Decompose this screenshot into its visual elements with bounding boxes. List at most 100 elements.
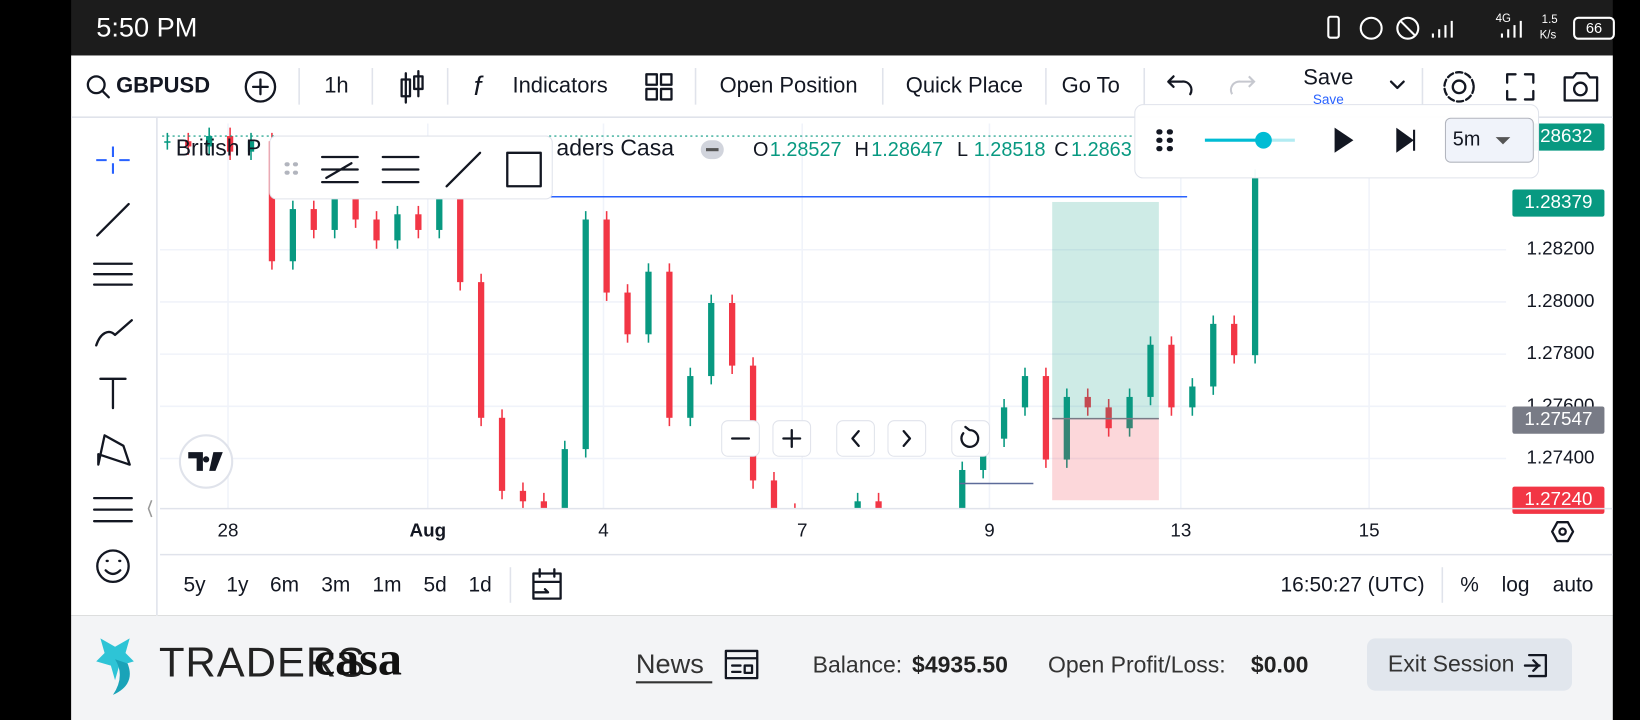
exit-session-label[interactable]: Exit Session bbox=[1388, 651, 1515, 677]
candle bbox=[1105, 407, 1112, 429]
balance-label: Balance: bbox=[813, 652, 902, 678]
exit-icon bbox=[1523, 653, 1548, 678]
position-loss-zone bbox=[1052, 418, 1159, 501]
candle bbox=[1231, 323, 1238, 356]
goto-date-button[interactable] bbox=[532, 568, 562, 600]
drag-handle[interactable] bbox=[284, 162, 299, 175]
pl-value: $0.00 bbox=[1251, 652, 1309, 678]
prediction-tool[interactable] bbox=[92, 496, 133, 523]
popup-panel bbox=[269, 135, 553, 200]
range-button[interactable]: 1d bbox=[468, 574, 491, 597]
candle bbox=[1210, 323, 1217, 387]
crosshair-tool[interactable] bbox=[96, 146, 130, 174]
range-button[interactable]: 1y bbox=[226, 574, 249, 597]
scale-option[interactable]: % bbox=[1460, 574, 1479, 597]
candle bbox=[540, 501, 548, 509]
news-link[interactable]: News bbox=[636, 648, 704, 679]
range-button[interactable]: 3m bbox=[321, 574, 350, 597]
popup-line-tool[interactable] bbox=[445, 151, 482, 188]
interval[interactable]: 1h bbox=[324, 73, 348, 98]
brand-logo: TRADERS casa bbox=[96, 633, 402, 695]
popup-rect-tool[interactable] bbox=[506, 151, 542, 188]
candle bbox=[708, 303, 715, 377]
search-icon bbox=[86, 75, 106, 95]
network-speed-unit: K/s bbox=[1540, 30, 1557, 42]
popup-tool[interactable] bbox=[320, 155, 359, 184]
icons-tool-face bbox=[104, 559, 122, 576]
candle bbox=[645, 271, 652, 335]
sidebar-collapse[interactable] bbox=[147, 499, 153, 518]
candle bbox=[289, 209, 296, 262]
network-speed: 1.5 bbox=[1542, 14, 1558, 26]
scroll-left[interactable] bbox=[836, 420, 875, 457]
replay-interval-box[interactable] bbox=[1444, 117, 1534, 163]
compare-button[interactable] bbox=[244, 71, 277, 103]
logo-mark bbox=[112, 659, 130, 695]
screenshot-button[interactable] bbox=[1563, 72, 1599, 102]
trendline-tool[interactable] bbox=[96, 202, 130, 237]
battery-level: 66 bbox=[1586, 21, 1602, 37]
replay-drag[interactable] bbox=[1156, 129, 1173, 152]
fib-tool[interactable] bbox=[92, 262, 133, 286]
layouts-button[interactable] bbox=[645, 73, 673, 101]
candle bbox=[854, 501, 861, 509]
settings-button[interactable] bbox=[1451, 79, 1467, 95]
candle bbox=[226, 136, 234, 152]
axis-settings[interactable] bbox=[1550, 521, 1575, 543]
candle bbox=[477, 282, 485, 418]
range-button[interactable]: 1m bbox=[372, 574, 401, 597]
replay-interval[interactable]: 5m bbox=[1453, 128, 1481, 150]
fullscreen-button[interactable] bbox=[1506, 73, 1535, 101]
chart-type-button[interactable] bbox=[400, 70, 424, 104]
candle bbox=[959, 469, 966, 509]
go-to-button[interactable]: Go To bbox=[1062, 73, 1120, 98]
candle bbox=[498, 417, 506, 491]
x-tick-label: 15 bbox=[1359, 520, 1380, 541]
symbol[interactable]: GBPUSD bbox=[116, 73, 210, 98]
range-button[interactable]: 6m bbox=[270, 574, 299, 597]
scale-option[interactable]: auto bbox=[1553, 574, 1594, 597]
candle bbox=[268, 141, 276, 262]
drawings bbox=[162, 135, 1188, 501]
quick-place-button[interactable]: Quick Place bbox=[906, 73, 1023, 98]
scale-option[interactable]: log bbox=[1502, 574, 1530, 597]
legend-title-start: British P bbox=[176, 135, 262, 161]
exit-session-button[interactable] bbox=[1367, 638, 1573, 691]
text-tool[interactable] bbox=[99, 377, 127, 410]
play-button[interactable] bbox=[1334, 127, 1354, 153]
candle bbox=[1084, 396, 1091, 408]
candle bbox=[164, 141, 171, 143]
candle bbox=[394, 214, 401, 241]
save-button[interactable]: Save bbox=[1303, 64, 1353, 89]
candle bbox=[185, 141, 192, 147]
price-badge-label: 1.27547 bbox=[1524, 408, 1592, 429]
balance-value: $4935.50 bbox=[912, 652, 1008, 678]
scroll-left-icon bbox=[851, 430, 860, 447]
popup-tool[interactable] bbox=[381, 155, 420, 184]
top-toolbar: GBPUSD 1h f Indicators Open Position Qui… bbox=[86, 64, 1599, 107]
open-position-button[interactable]: Open Position bbox=[720, 73, 858, 98]
y-tick-label: 1.27400 bbox=[1526, 446, 1594, 467]
search-icon bbox=[101, 89, 110, 99]
news-icon[interactable] bbox=[724, 649, 759, 680]
legend: British P aders Casa O 1.28527 H 1.28647 L 1.… bbox=[176, 135, 1132, 161]
range-button[interactable]: 5d bbox=[423, 574, 446, 597]
indicators-button[interactable]: Indicators bbox=[513, 73, 608, 98]
ohlc-values: O 1.28527 H 1.28647 L 1.28518 C 1.2863 bbox=[753, 139, 1132, 161]
speed-slider-thumb[interactable] bbox=[1255, 131, 1272, 149]
step-forward-button[interactable] bbox=[1396, 127, 1416, 153]
candle bbox=[875, 501, 882, 509]
save-menu[interactable] bbox=[1389, 80, 1405, 90]
range-button[interactable]: 5y bbox=[183, 574, 206, 597]
range-bar: 16:50:27 (UTC) 5y 1y 6m 3m 1m 5d 1d% log auto bbox=[183, 567, 1593, 603]
brush-tool[interactable] bbox=[95, 319, 133, 347]
reset-chart[interactable] bbox=[951, 420, 990, 457]
footer bbox=[71, 615, 1613, 720]
pattern-tool[interactable] bbox=[97, 434, 131, 466]
undo-button[interactable] bbox=[1167, 75, 1193, 96]
y-tick-label: 1.28200 bbox=[1526, 238, 1594, 259]
candle bbox=[457, 177, 464, 283]
scroll-right[interactable] bbox=[887, 420, 927, 457]
redo-button[interactable] bbox=[1229, 75, 1256, 95]
icons-tool[interactable] bbox=[96, 549, 130, 584]
